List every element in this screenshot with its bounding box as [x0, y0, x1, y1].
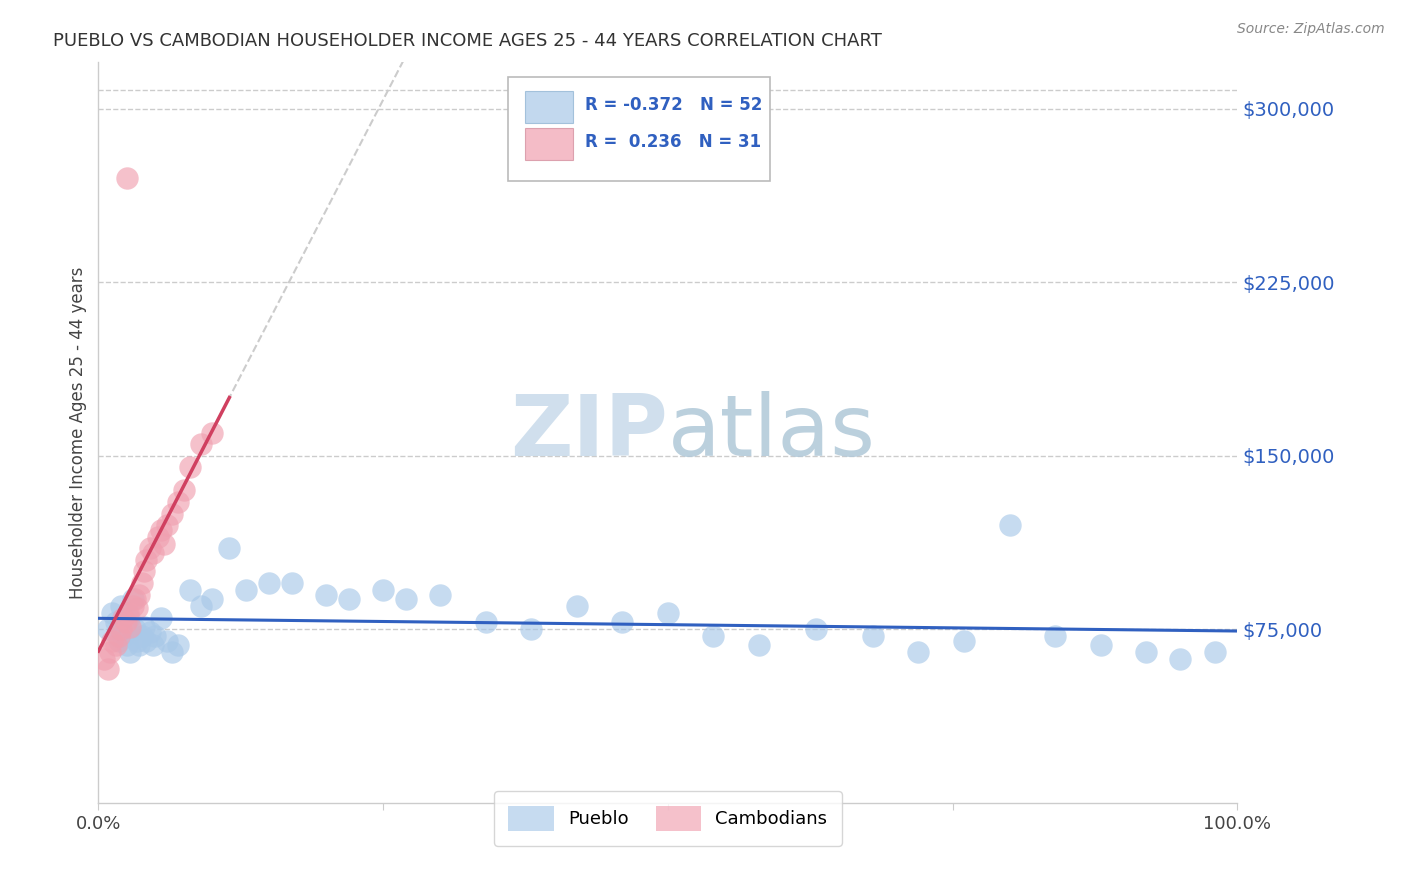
Point	[156, 518, 179, 533]
Point	[96, 622, 118, 636]
Point	[121, 592, 143, 607]
Text: PUEBLO VS CAMBODIAN HOUSEHOLDER INCOME AGES 25 - 44 YEARS CORRELATION CHART: PUEBLO VS CAMBODIAN HOUSEHOLDER INCOME A…	[53, 32, 882, 50]
Point	[142, 639, 165, 653]
Point	[98, 645, 121, 659]
Point	[118, 610, 141, 624]
Point	[115, 171, 138, 186]
Point	[474, 615, 496, 630]
Point	[132, 620, 155, 634]
Point	[135, 633, 157, 648]
Point	[1204, 645, 1226, 659]
Point	[167, 639, 190, 653]
Point	[190, 599, 212, 614]
Point	[114, 615, 136, 630]
Point	[112, 610, 135, 624]
Point	[153, 536, 176, 550]
Point	[110, 622, 132, 636]
Point	[127, 633, 149, 648]
Point	[132, 565, 155, 579]
Point	[337, 592, 360, 607]
Point	[128, 639, 150, 653]
Point	[142, 546, 165, 560]
Point	[998, 518, 1021, 533]
Point	[104, 615, 127, 630]
Point	[145, 629, 167, 643]
Point	[259, 576, 281, 591]
Text: Source: ZipAtlas.com: Source: ZipAtlas.com	[1237, 22, 1385, 37]
Y-axis label: Householder Income Ages 25 - 44 years: Householder Income Ages 25 - 44 years	[69, 267, 87, 599]
Point	[612, 615, 634, 630]
FancyBboxPatch shape	[509, 78, 770, 181]
Point	[429, 588, 451, 602]
Point	[101, 633, 124, 648]
Point	[93, 652, 115, 666]
Point	[218, 541, 240, 556]
Point	[1043, 629, 1066, 643]
Point	[150, 610, 173, 624]
Point	[131, 576, 153, 591]
Point	[179, 582, 201, 597]
Point	[138, 624, 160, 639]
Point	[112, 629, 135, 643]
Legend: Pueblo, Cambodians: Pueblo, Cambodians	[494, 791, 842, 846]
Point	[235, 582, 257, 597]
FancyBboxPatch shape	[526, 91, 574, 123]
Point	[201, 425, 224, 440]
Point	[96, 662, 118, 676]
Point	[146, 530, 169, 544]
Text: R =  0.236   N = 31: R = 0.236 N = 31	[585, 134, 761, 152]
Point	[131, 629, 153, 643]
Point	[162, 645, 184, 659]
Point	[190, 437, 212, 451]
Point	[520, 622, 543, 636]
Point	[371, 582, 394, 597]
Point	[167, 495, 190, 509]
Point	[1090, 639, 1112, 653]
Point	[104, 639, 127, 653]
Point	[804, 622, 827, 636]
Text: ZIP: ZIP	[510, 391, 668, 475]
Point	[110, 599, 132, 614]
Point	[120, 620, 142, 634]
Point	[565, 599, 588, 614]
Text: R = -0.372   N = 52: R = -0.372 N = 52	[585, 96, 762, 114]
Point	[281, 576, 304, 591]
Point	[907, 645, 929, 659]
Point	[138, 541, 160, 556]
Point	[124, 622, 146, 636]
Point	[1135, 645, 1157, 659]
Point	[101, 606, 124, 620]
Point	[127, 601, 149, 615]
Point	[108, 629, 131, 643]
Text: atlas: atlas	[668, 391, 876, 475]
Point	[702, 629, 724, 643]
Point	[128, 588, 150, 602]
Point	[135, 553, 157, 567]
Point	[953, 633, 976, 648]
Point	[179, 460, 201, 475]
Point	[115, 639, 138, 653]
Point	[117, 606, 139, 620]
FancyBboxPatch shape	[526, 128, 574, 161]
Point	[173, 483, 195, 498]
Point	[315, 588, 337, 602]
Point	[201, 592, 224, 607]
Point	[748, 639, 770, 653]
Point	[120, 645, 142, 659]
Point	[150, 523, 173, 537]
Point	[162, 507, 184, 521]
Point	[657, 606, 679, 620]
Point	[862, 629, 884, 643]
Point	[108, 633, 131, 648]
Point	[121, 599, 143, 614]
Point	[156, 633, 179, 648]
Point	[395, 592, 418, 607]
Point	[1170, 652, 1192, 666]
Point	[124, 592, 146, 607]
